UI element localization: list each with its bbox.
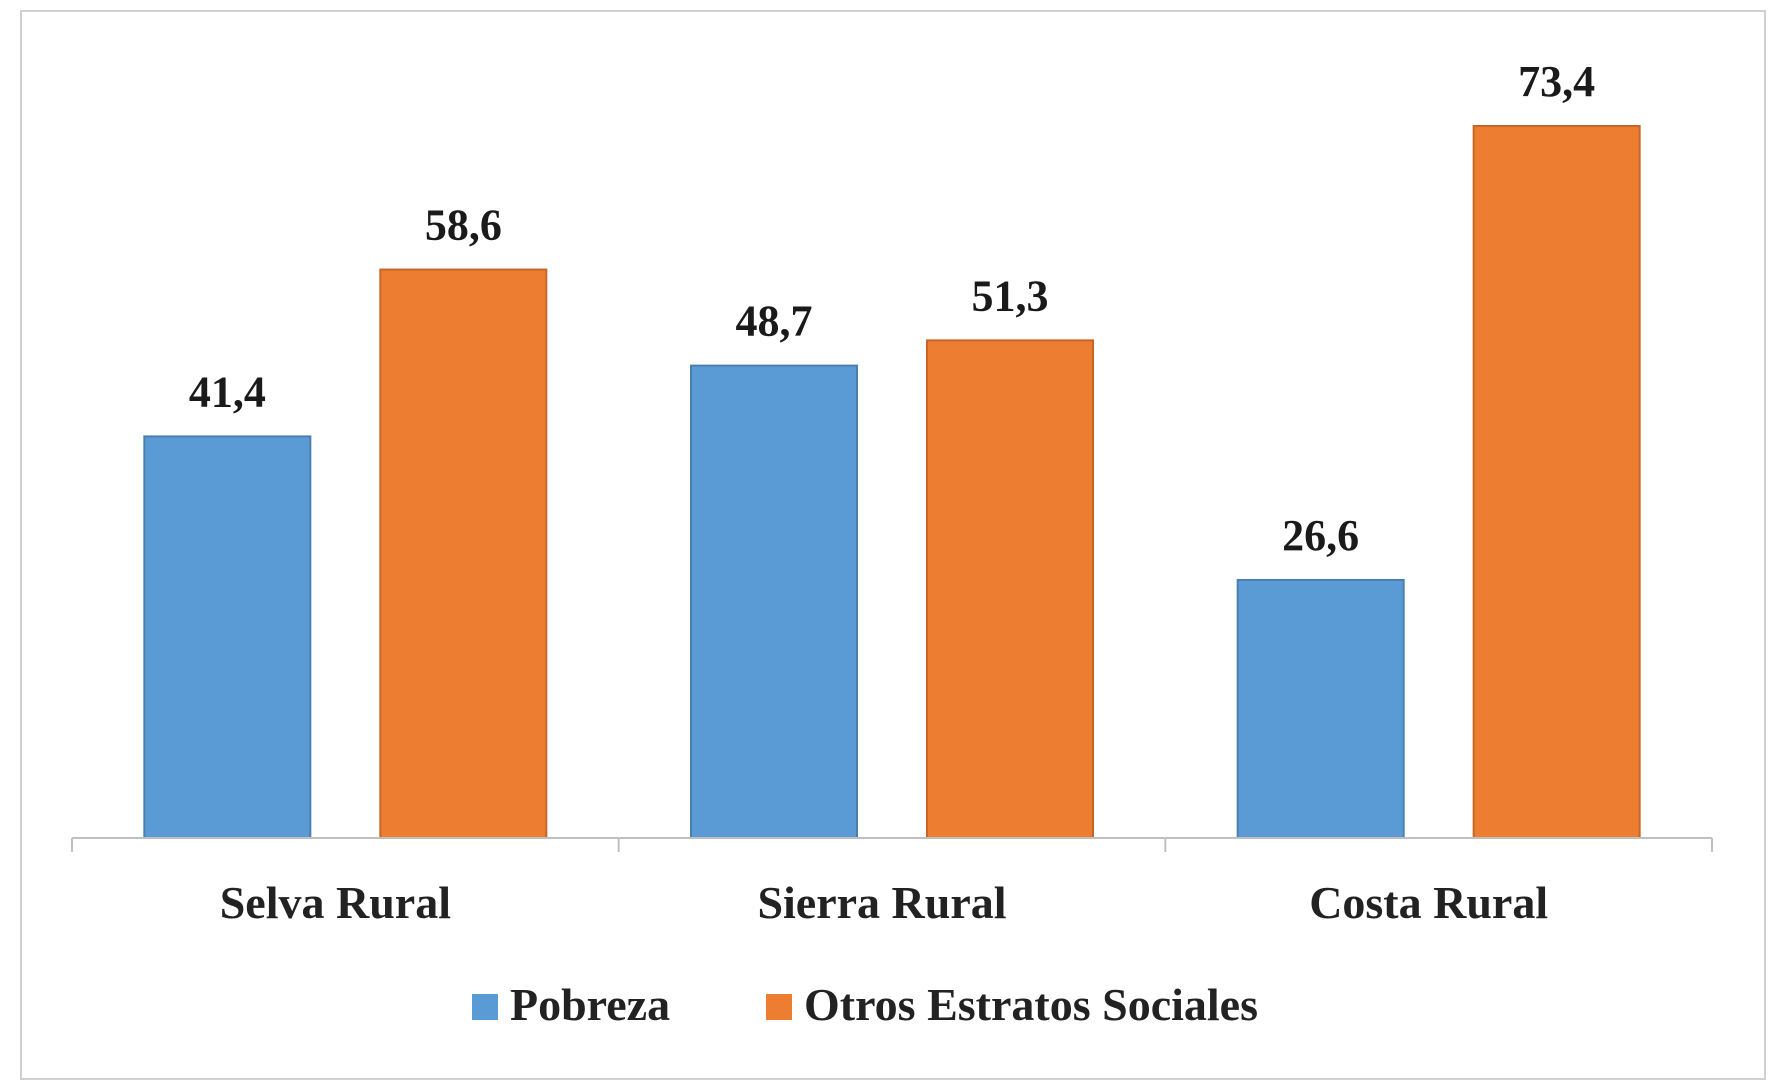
- legend: Pobreza Otros Estratos Sociales: [472, 979, 1258, 1030]
- value-labels-layer: 41,4 58,6 48,7 51,3 26,6 73,4: [189, 57, 1595, 560]
- bars-layer: [143, 125, 1641, 840]
- value-label-pobreza-costa-rural: 26,6: [1282, 511, 1359, 560]
- category-labels-layer: Selva Rural Sierra Rural Costa Rural: [220, 877, 1548, 928]
- legend-label-otros: Otros Estratos Sociales: [804, 979, 1258, 1030]
- legend-label-pobreza: Pobreza: [510, 979, 670, 1030]
- bar-otros-selva-rural: [379, 268, 548, 839]
- value-label-pobreza-sierra-rural: 48,7: [736, 297, 813, 346]
- bar-pobreza-costa-rural: [1236, 578, 1405, 840]
- bar-pobreza-sierra-rural: [690, 364, 858, 839]
- legend-swatch-otros: [766, 994, 792, 1020]
- value-label-pobreza-selva-rural: 41,4: [189, 367, 266, 416]
- category-label-costa: Costa Rural: [1309, 877, 1548, 928]
- bar-pobreza-selva-rural: [143, 435, 312, 839]
- category-label-sierra: Sierra Rural: [757, 877, 1006, 928]
- category-label-selva: Selva Rural: [220, 877, 451, 928]
- bar-otros-costa-rural: [1472, 125, 1641, 839]
- value-label-otros-costa-rural: 73,4: [1518, 57, 1595, 106]
- bar-otros-sierra-rural: [926, 339, 1094, 839]
- value-label-otros-sierra-rural: 51,3: [972, 271, 1049, 320]
- x-axis: [71, 837, 1713, 852]
- value-label-otros-selva-rural: 58,6: [425, 201, 502, 250]
- legend-swatch-pobreza: [472, 994, 498, 1020]
